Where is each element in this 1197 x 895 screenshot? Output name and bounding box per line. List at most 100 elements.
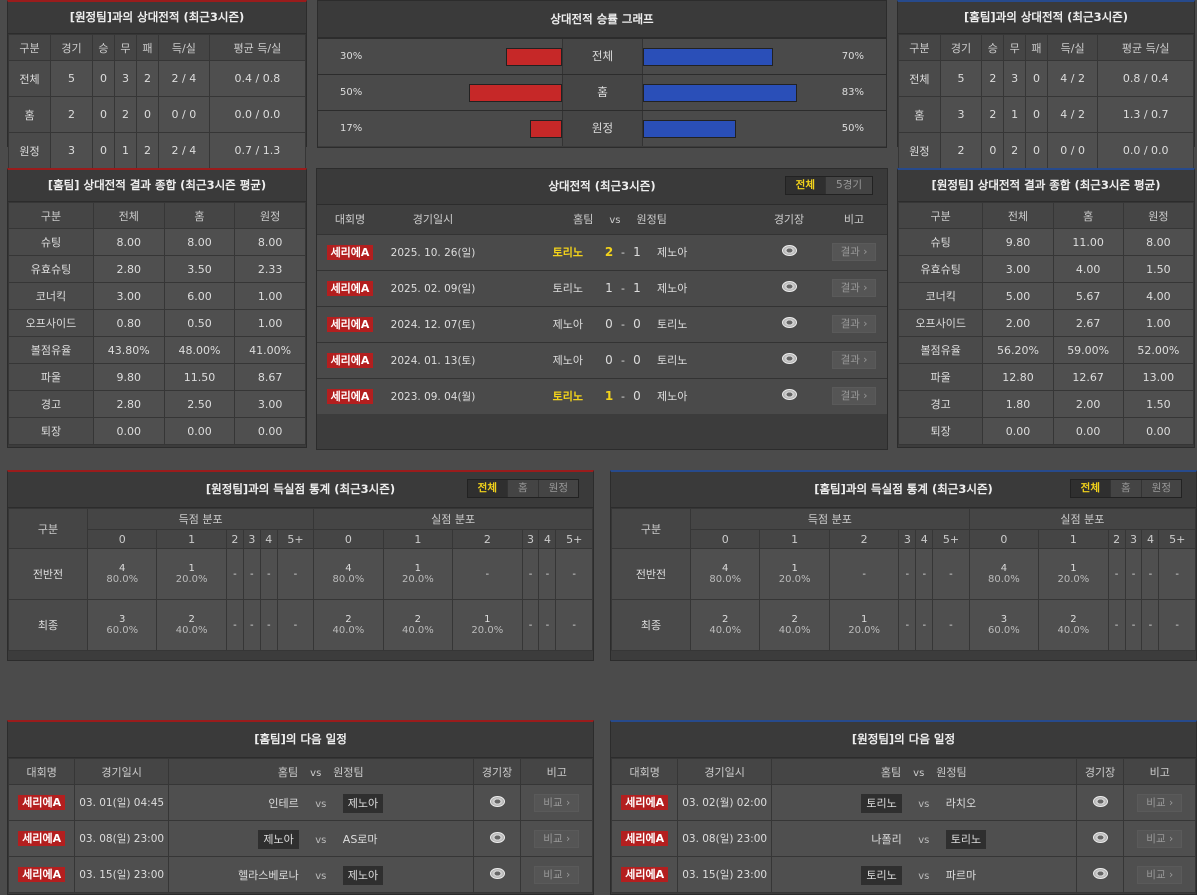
tab-0[interactable]: 전체 [1070, 480, 1110, 497]
result-button[interactable]: 결과 › [831, 279, 877, 297]
goal-count: - [233, 619, 237, 631]
cell-value: 1 [113, 132, 137, 169]
cell-value: 1.00 [234, 282, 306, 310]
goal-row: 전반전 4 80.0% 1 20.0% - - - -4 80.0% 1 20.0% - - - - [8, 548, 593, 600]
stadium-icon[interactable] [781, 245, 797, 256]
goal-count: - [1175, 568, 1180, 580]
result-button[interactable]: 결과 › [831, 315, 877, 333]
competition-cell: 세리에A [317, 341, 383, 378]
goal-count: - [572, 568, 577, 580]
bucket-header: 4 [538, 529, 557, 549]
match-row: 세리에A 2025. 10. 26(일) 토리노 2-1 제노아 결과 › [317, 233, 887, 270]
cell-value: 0.00 [234, 417, 306, 445]
tab-1[interactable]: 5경기 [824, 177, 872, 194]
cell-value: 1.3 / 0.7 [1097, 96, 1194, 133]
result-button-label: 결과 [840, 390, 860, 403]
table-row: 경고 1.80 2.00 1.50 [897, 390, 1195, 418]
row-label: 볼점유율 [897, 336, 984, 364]
note-cell: 결과 › [821, 305, 887, 342]
goal-cell: - [1141, 548, 1160, 600]
table-row: 전체 5 2 3 0 4 / 2 0.8 / 0.4 [898, 60, 1194, 97]
bucket-header: 5+ [932, 529, 970, 549]
league-badge: 세리에A [326, 352, 374, 368]
stadium-icon[interactable] [489, 867, 505, 879]
cell-value: 8.00 [234, 228, 306, 256]
cell-value: 3 [113, 60, 137, 97]
tab-2[interactable]: 원정 [537, 480, 578, 497]
graph-row: 50% 홈 83% [318, 74, 886, 110]
note-cell: 결과 › [821, 269, 887, 306]
column-header: 대회명 [7, 758, 76, 785]
schedule-table: 대회명 경기일시 홈팀 vs 원정팀 경기장 비고 세리에A 03. 02(월) 02:00 토리… [610, 758, 1196, 893]
cell-value: 5.67 [1052, 282, 1124, 310]
venue-cell [472, 784, 522, 821]
tab-1[interactable]: 홈 [1110, 480, 1141, 497]
tab-0[interactable]: 전체 [785, 177, 825, 194]
chevron-right-icon: › [562, 796, 571, 809]
schedule-row: 세리에A 03. 01(일) 04:45 인테르 vs 제노아 비교 › [7, 784, 593, 821]
left-bar [506, 47, 562, 66]
home-header: 홈팀 [880, 765, 902, 779]
compare-button[interactable]: 비교 › [1137, 829, 1183, 848]
goal-percent: 80.0% [988, 574, 1020, 585]
compare-button[interactable]: 비교 › [1137, 793, 1183, 812]
tab-2[interactable]: 원정 [1140, 480, 1181, 497]
tab-1[interactable]: 홈 [507, 480, 538, 497]
column-header: 원정 [234, 202, 306, 229]
bucket-header: 3 [521, 529, 540, 549]
goal-cell: - [276, 548, 315, 600]
home-team: 토리노 [861, 793, 902, 813]
row-label: 전체 [8, 60, 51, 97]
goal-count: - [572, 619, 577, 631]
stadium-icon[interactable] [1092, 795, 1108, 807]
match-date: 2023. 09. 04(월) [383, 377, 483, 414]
column-header: 홈팀 vs 원정팀 [770, 758, 1077, 785]
stadium-icon[interactable] [489, 795, 505, 807]
result-button[interactable]: 결과 › [831, 351, 877, 369]
stadium-icon[interactable] [781, 317, 797, 328]
cell-value: 11.50 [163, 363, 236, 391]
goal-percent: 20.0% [1057, 574, 1090, 585]
chevron-right-icon: › [859, 354, 868, 366]
bucket-header: 5+ [1158, 529, 1196, 549]
goal-cell: 2 40.0% [1038, 599, 1109, 651]
home-team: 제노아 [552, 354, 583, 367]
compare-button[interactable]: 비교 › [534, 793, 580, 812]
match-date: 03. 15(일) 23:00 [74, 856, 169, 893]
cell-value: 3.00 [92, 282, 165, 310]
compare-button[interactable]: 비교 › [534, 829, 580, 848]
stadium-icon[interactable] [781, 353, 797, 364]
result-button[interactable]: 결과 › [831, 243, 877, 261]
table-row: 코너킥 3.00 6.00 1.00 [8, 282, 306, 310]
cell-value: 0 / 0 [157, 96, 210, 133]
panel-title-text: [홈팀] 상대전적 결과 종합 (최근3시즌 평균) [47, 178, 267, 192]
cell-value: 41.00% [234, 336, 306, 364]
table-row: 슈팅 8.00 8.00 8.00 [8, 228, 306, 256]
left-bar [469, 83, 562, 102]
conceded-header: 실점 분포 [968, 508, 1197, 530]
result-button[interactable]: 결과 › [831, 387, 877, 406]
stadium-icon[interactable] [1092, 867, 1108, 879]
stadium-icon[interactable] [781, 281, 797, 292]
header-row: 구분 전체 홈 원정 [8, 202, 306, 229]
score-dash: - [621, 282, 625, 295]
compare-button[interactable]: 비교 › [534, 865, 580, 884]
goal-cell: - [1158, 548, 1196, 600]
compare-button[interactable]: 비교 › [1137, 865, 1183, 884]
tab-0[interactable]: 전체 [467, 480, 507, 497]
table-row: 유효슈팅 2.80 3.50 2.33 [8, 255, 306, 283]
cell-value: 8.00 [1122, 228, 1195, 256]
away-box: 토리노 [945, 829, 1076, 849]
stadium-icon[interactable] [781, 389, 797, 401]
cell-value: 2 [939, 132, 983, 169]
h2h-table: 대회명 경기일시 홈팀 vs 원정팀 경기장 비고 세리에A 2025. 10. 26(일) 토리… [317, 205, 887, 414]
cell-value: 13.00 [1122, 363, 1195, 391]
column-header: 승 [92, 34, 115, 61]
stadium-icon[interactable] [1092, 831, 1108, 843]
cell-value: 1 [1003, 96, 1027, 133]
cell-value: 11.00 [1052, 228, 1124, 256]
cell-value: 2 [981, 96, 1005, 133]
stadium-icon[interactable] [489, 831, 505, 843]
table-row: 슈팅 9.80 11.00 8.00 [897, 228, 1195, 256]
goal-count: 2 [791, 614, 798, 625]
